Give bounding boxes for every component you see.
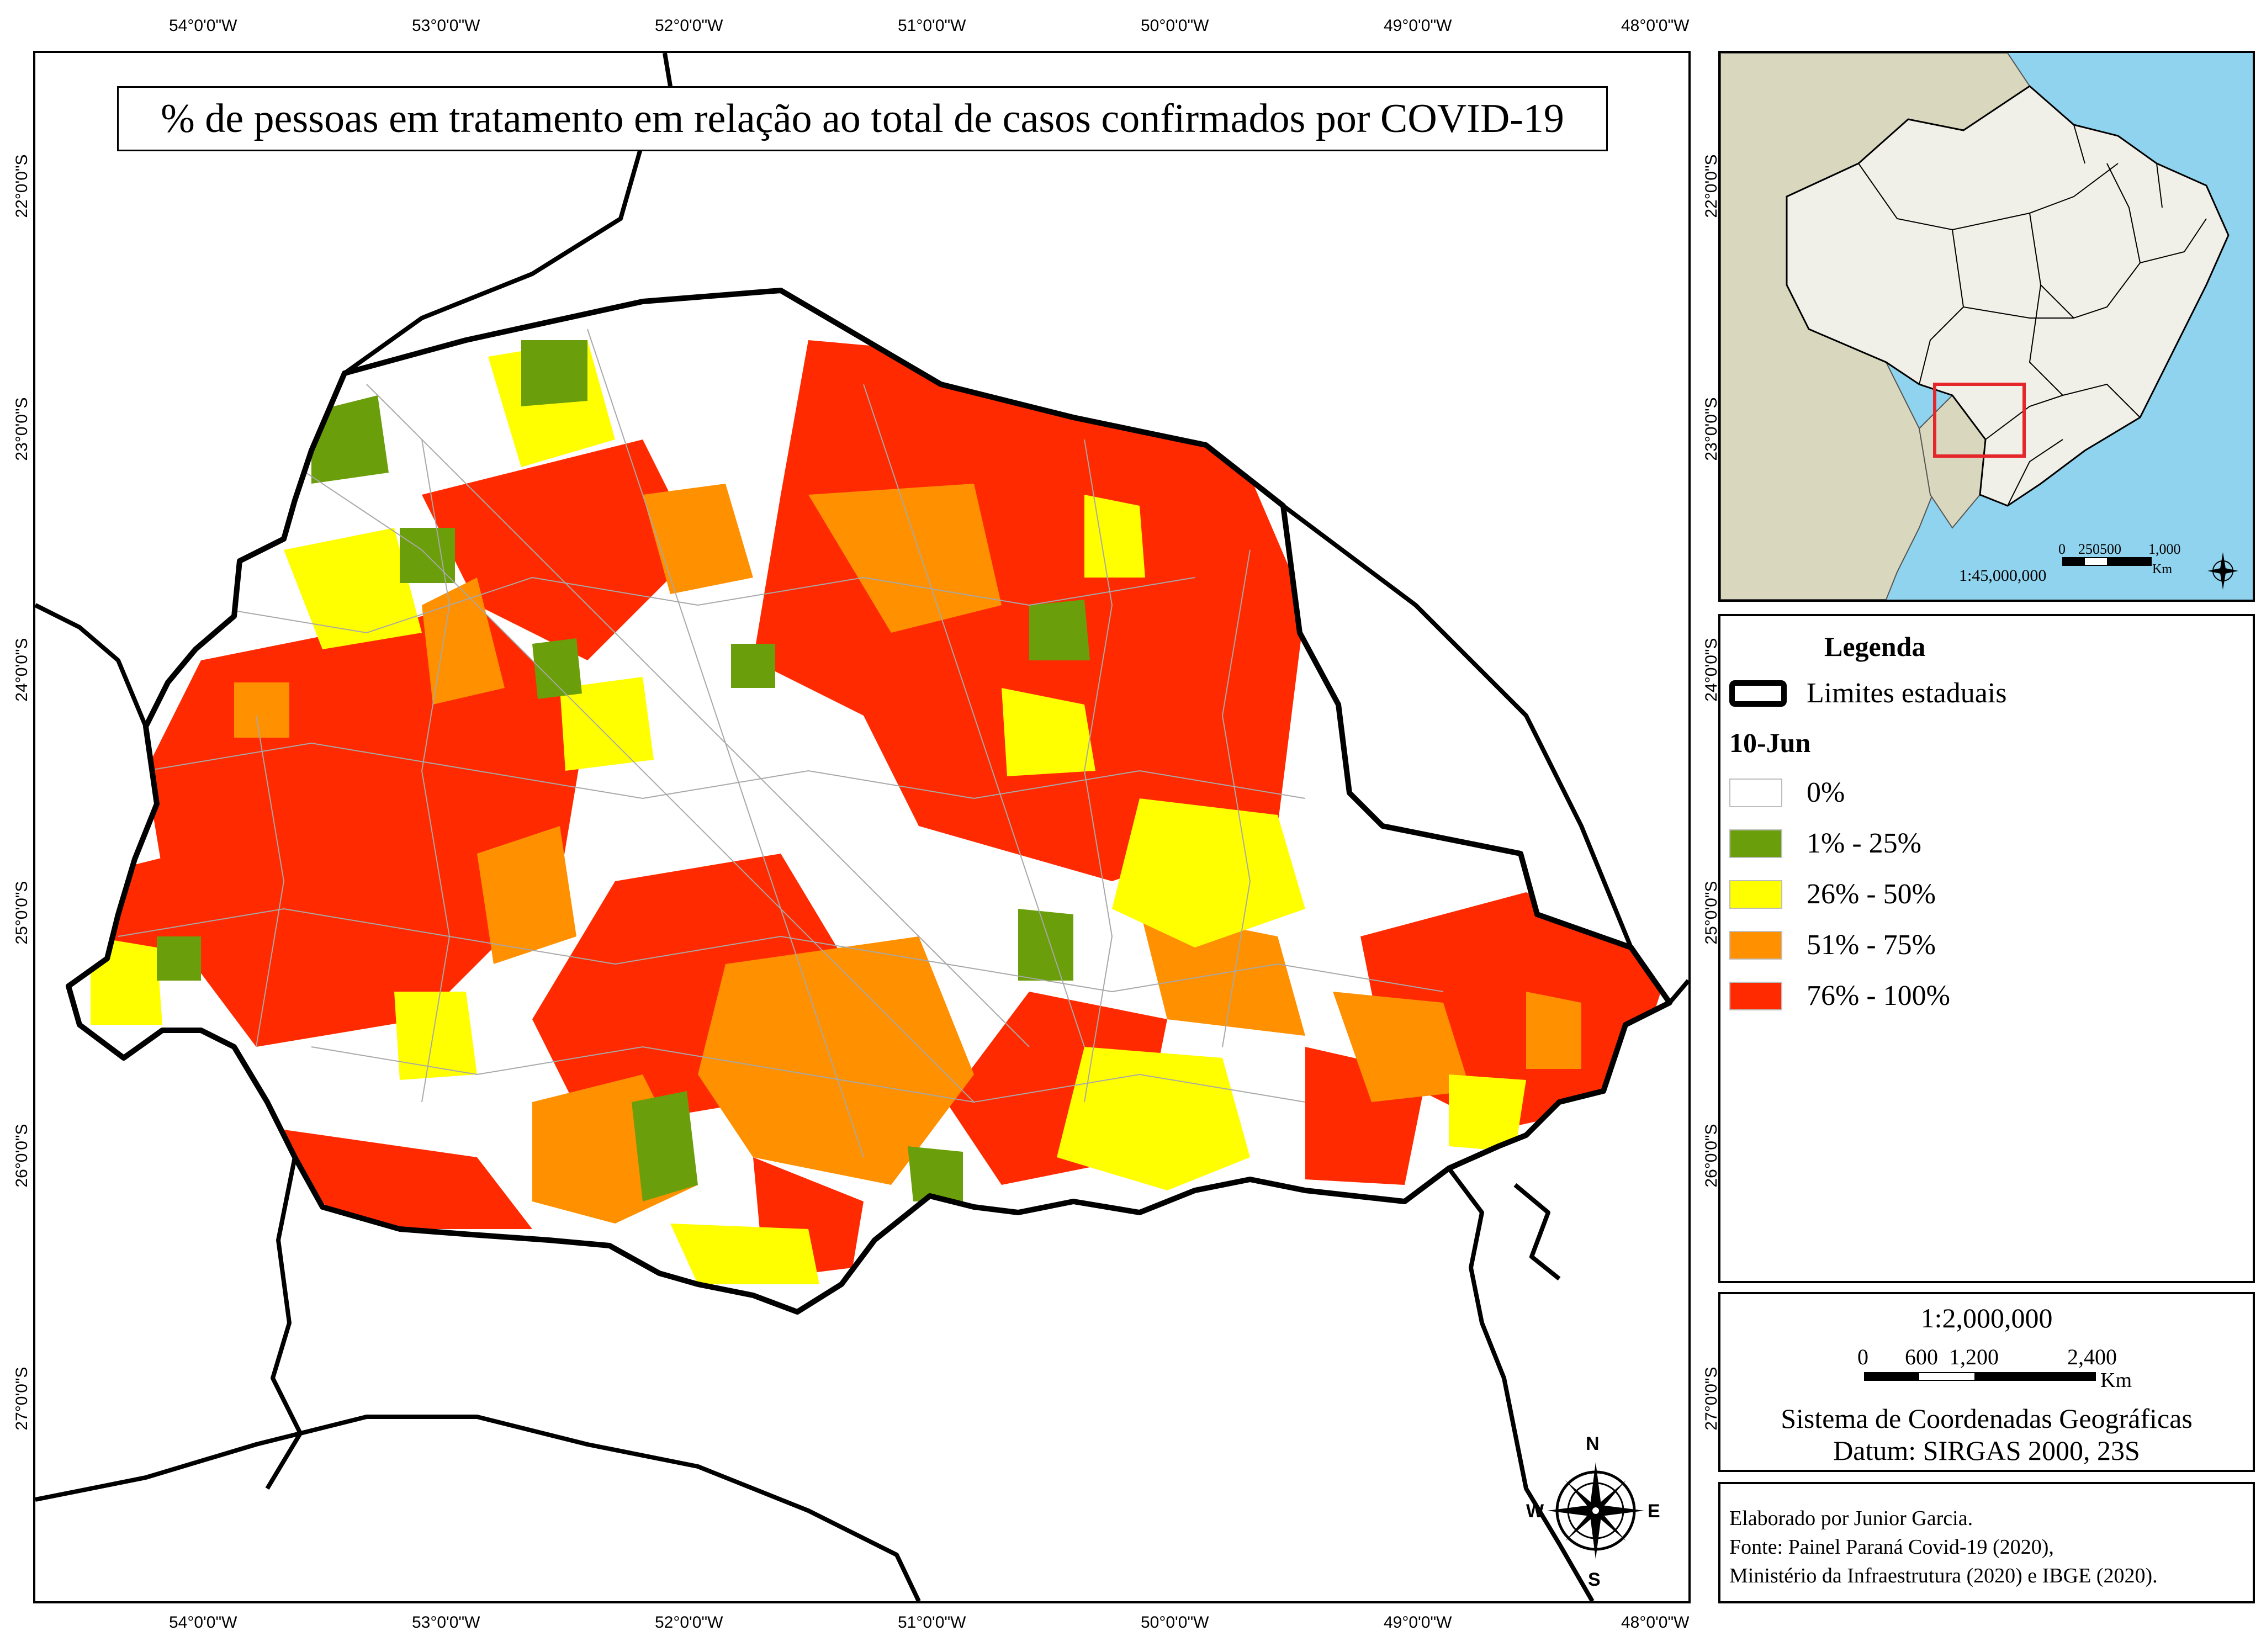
lat-label-left-23: 23°0'0"S <box>13 397 31 461</box>
lon-label-top-48: 48°0'0"W <box>1621 17 1690 35</box>
credits-line-2: Fonte: Painel Paraná Covid-19 (2020), <box>1729 1535 2054 1559</box>
legend-class-3: 51% - 75% <box>1729 929 1936 961</box>
legend-boundary-row: Limites estaduais <box>1729 677 2006 709</box>
crs-label: Sistema de Coordenadas Geográficas <box>1781 1403 2193 1434</box>
scale-unit: Km <box>2100 1369 2132 1392</box>
credits-panel: Elaborado por Junior Garcia. Fonte: Pain… <box>1718 1482 2255 1603</box>
legend-date-label: 10-Jun <box>1729 727 1811 758</box>
inset-scale-num-1: 250500 <box>2078 541 2121 557</box>
main-map-frame: % de pessoas em tratamento em relação ao… <box>33 51 1691 1603</box>
lon-label-bottom-49: 49°0'0"W <box>1384 1613 1452 1632</box>
legend-class-4: 76% - 100% <box>1729 979 1950 1012</box>
credits-line-1: Elaborado por Junior Garcia. <box>1729 1507 1973 1530</box>
compass-e: E <box>1648 1501 1660 1522</box>
lon-label-bottom-50: 50°0'0"W <box>1141 1613 1209 1632</box>
neighbor-boundaries <box>35 53 1688 1601</box>
scale-num-1: 600 <box>1905 1344 1938 1369</box>
scale-num-3: 2,400 <box>2067 1344 2117 1369</box>
compass-rose-icon <box>1547 1462 1644 1559</box>
legend-panel: Legenda Limites estaduais 10-Jun 0% 1% -… <box>1718 614 2255 1283</box>
lat-label-left-24: 24°0'0"S <box>13 638 31 702</box>
legend-class-label-0: 0% <box>1807 777 1845 808</box>
lon-label-top-51: 51°0'0"W <box>898 17 966 35</box>
legend-class-label-4: 76% - 100% <box>1807 980 1950 1012</box>
inset-scale-text: 1:45,000,000 <box>1959 566 2047 585</box>
parana-state-boundary <box>66 288 1672 1315</box>
legend-class-1: 1% - 25% <box>1729 827 1921 860</box>
inset-scale-unit: Km <box>2152 562 2172 576</box>
legend-class-2: 26% - 50% <box>1729 878 1936 910</box>
inset-study-area-rect <box>1933 383 2026 458</box>
lon-label-bottom-53: 53°0'0"W <box>412 1613 480 1632</box>
parana-choropleth-map <box>35 53 1688 1601</box>
inset-scale-num-0: 0 <box>2058 541 2066 557</box>
scale-num-0: 0 <box>1857 1344 1868 1369</box>
legend-class-0: 0% <box>1729 776 1845 809</box>
lon-label-bottom-54: 54°0'0"W <box>169 1613 237 1632</box>
lat-label-left-22: 22°0'0"S <box>13 154 31 218</box>
scale-num-2: 1,200 <box>1949 1344 1999 1369</box>
state-boundary-swatch <box>1729 680 1787 707</box>
compass-s: S <box>1588 1569 1601 1590</box>
scale-ratio: 1:2,000,000 <box>1920 1302 2053 1333</box>
legend-boundary-label: Limites estaduais <box>1807 677 2007 709</box>
inset-compass-icon <box>2207 552 2238 590</box>
legend-swatch-1 <box>1729 829 1782 858</box>
legend-swatch-3 <box>1729 930 1782 960</box>
legend-swatch-4 <box>1729 981 1782 1010</box>
inset-south-america-map <box>1720 53 2253 600</box>
legend-class-label-1: 1% - 25% <box>1807 828 1921 859</box>
scale-panel: 1:2,000,000 0 600 1,200 2,400 Km Sistema… <box>1718 1292 2255 1472</box>
lat-label-left-25: 25°0'0"S <box>13 881 31 945</box>
legend-title: Legenda <box>1824 631 1926 662</box>
lon-label-bottom-52: 52°0'0"W <box>655 1613 723 1632</box>
north-arrow: N W E S <box>1526 1433 1664 1599</box>
compass-n: N <box>1586 1433 1600 1454</box>
inset-scale-num-2: 1,000 <box>2148 541 2181 557</box>
legend-swatch-2 <box>1729 880 1782 909</box>
credits-line-3: Ministério da Infraestrutura (2020) e IB… <box>1729 1564 2158 1587</box>
lon-label-top-53: 53°0'0"W <box>412 17 480 35</box>
lat-label-left-27: 27°0'0"S <box>13 1367 31 1431</box>
map-title-box: % de pessoas em tratamento em relação ao… <box>117 86 1608 151</box>
legend-class-label-3: 51% - 75% <box>1807 929 1936 961</box>
inset-map-frame: 1:45,000,000 0 250500 1,000 Km <box>1718 51 2255 602</box>
compass-w: W <box>1526 1501 1544 1522</box>
legend-swatch-0 <box>1729 778 1782 807</box>
lon-label-top-52: 52°0'0"W <box>655 17 723 35</box>
lon-label-top-49: 49°0'0"W <box>1384 17 1452 35</box>
lon-label-top-54: 54°0'0"W <box>169 17 237 35</box>
datum-label: Datum: SIRGAS 2000, 23S <box>1833 1435 2140 1466</box>
scale-bar <box>1864 1372 2096 1381</box>
map-title: % de pessoas em tratamento em relação ao… <box>161 96 1564 141</box>
lon-label-bottom-51: 51°0'0"W <box>898 1613 966 1632</box>
lon-label-top-50: 50°0'0"W <box>1141 17 1209 35</box>
legend-class-label-2: 26% - 50% <box>1807 878 1936 910</box>
lat-label-left-26: 26°0'0"S <box>13 1124 31 1188</box>
lon-label-bottom-48: 48°0'0"W <box>1621 1613 1690 1632</box>
